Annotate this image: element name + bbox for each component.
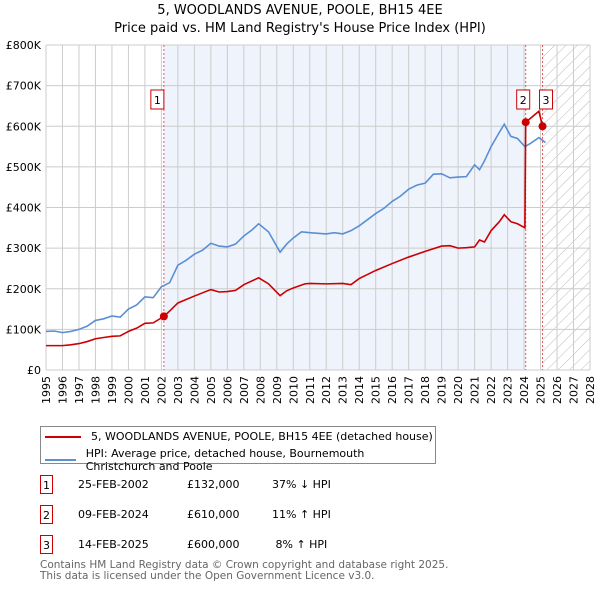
marker-badge: 2 <box>40 505 53 524</box>
legend-swatch-blue <box>45 459 76 461</box>
x-tick-label: 2024 <box>518 376 531 404</box>
legend-label: 5, WOODLANDS AVENUE, POOLE, BH15 4EE (de… <box>91 430 433 443</box>
x-tick-label: 2013 <box>337 376 350 404</box>
transaction-date: 09-FEB-2024 <box>78 508 149 521</box>
transaction-price: £610,000 <box>187 508 240 521</box>
x-tick-label: 2003 <box>172 376 185 404</box>
x-tick-label: 2025 <box>535 376 548 404</box>
sale-point <box>521 118 530 127</box>
x-tick-label: 2007 <box>238 376 251 404</box>
x-tick-label: 1995 <box>40 376 53 404</box>
chart-subtitle: Price paid vs. HM Land Registry's House … <box>114 21 486 36</box>
x-tick-label: 2026 <box>551 376 564 404</box>
chart-title: 5, WOODLANDS AVENUE, POOLE, BH15 4EE <box>157 3 443 18</box>
x-tick-label: 2022 <box>485 376 498 404</box>
sale-point <box>538 122 547 131</box>
x-tick-label: 2027 <box>568 376 581 404</box>
x-tick-label: 1997 <box>73 376 86 404</box>
legend-item-hpi: HPI: Average price, detached house, Bour… <box>45 447 435 473</box>
y-tick-label: £800K <box>6 39 42 52</box>
x-tick-label: 2001 <box>139 376 152 404</box>
legend-item-property: 5, WOODLANDS AVENUE, POOLE, BH15 4EE (de… <box>45 430 433 443</box>
x-tick-label: 2011 <box>304 376 317 404</box>
x-tick-label: 2028 <box>584 376 597 404</box>
marker-label: 3 <box>543 94 550 107</box>
legend: 5, WOODLANDS AVENUE, POOLE, BH15 4EE (de… <box>40 426 436 473</box>
transaction-hpi-diff: 8% ↑ HPI <box>272 538 328 551</box>
x-tick-label: 2000 <box>122 376 135 404</box>
x-tick-label: 2019 <box>436 376 449 404</box>
x-tick-label: 1999 <box>106 376 119 404</box>
x-tick-label: 2014 <box>353 376 366 404</box>
marker-badge: 3 <box>40 535 53 554</box>
transaction-date: 14-FEB-2025 <box>78 538 149 551</box>
sale-point <box>159 312 168 321</box>
y-tick-label: £0 <box>27 364 41 377</box>
x-tick-label: 1998 <box>89 376 102 404</box>
property-price-line <box>46 109 544 347</box>
footer: Contains HM Land Registry data © Crown c… <box>40 560 448 582</box>
x-tick-label: 2009 <box>271 376 284 404</box>
marker-label: 2 <box>520 94 527 107</box>
footer-licence: This data is licensed under the Open Gov… <box>40 570 375 582</box>
marker-label-box <box>516 89 531 110</box>
x-tick-label: 2018 <box>419 376 432 404</box>
marker-badge: 1 <box>40 475 53 494</box>
x-tick-label: 2012 <box>320 376 333 404</box>
transaction-hpi-diff: 11% ↑ HPI <box>272 508 331 521</box>
x-tick-label: 2010 <box>287 376 300 404</box>
x-tick-label: 2020 <box>452 376 465 404</box>
marker-label-box <box>539 89 554 110</box>
transaction-hpi-diff: 37% ↓ HPI <box>272 478 331 491</box>
y-tick-label: £400K <box>6 202 42 215</box>
x-tick-label: 2004 <box>188 376 201 404</box>
x-tick-label: 2008 <box>254 376 267 404</box>
x-tick-label: 2017 <box>403 376 416 404</box>
y-tick-label: £100K <box>6 323 42 336</box>
y-tick-label: £600K <box>6 120 42 133</box>
x-tick-label: 2002 <box>155 376 168 404</box>
transaction-price: £600,000 <box>187 538 240 551</box>
legend-label: HPI: Average price, detached house, Bour… <box>85 447 365 473</box>
transaction-price: £132,000 <box>187 478 240 491</box>
transaction-date: 25-FEB-2002 <box>78 478 149 491</box>
x-tick-label: 1996 <box>56 376 69 404</box>
x-tick-label: 2016 <box>386 376 399 404</box>
x-tick-label: 2021 <box>469 376 482 404</box>
legend-swatch-red <box>45 435 81 438</box>
y-tick-label: £700K <box>6 80 42 93</box>
x-tick-label: 2005 <box>205 376 218 404</box>
footer-copyright: Contains HM Land Registry data © Crown c… <box>40 559 449 571</box>
y-tick-label: £500K <box>6 161 42 174</box>
y-tick-label: £300K <box>6 242 42 255</box>
x-tick-label: 2023 <box>502 376 515 404</box>
price-chart: 1995 1996 1997 1998 1999 2000 2001 2002 2003 2004… <box>6 39 597 404</box>
x-tick-label: 2006 <box>221 376 234 404</box>
hpi-line <box>45 122 546 334</box>
y-tick-label: £200K <box>6 283 42 296</box>
marker-label: 1 <box>154 94 161 107</box>
x-tick-label: 2015 <box>370 376 383 404</box>
marker-label-box <box>150 89 165 110</box>
